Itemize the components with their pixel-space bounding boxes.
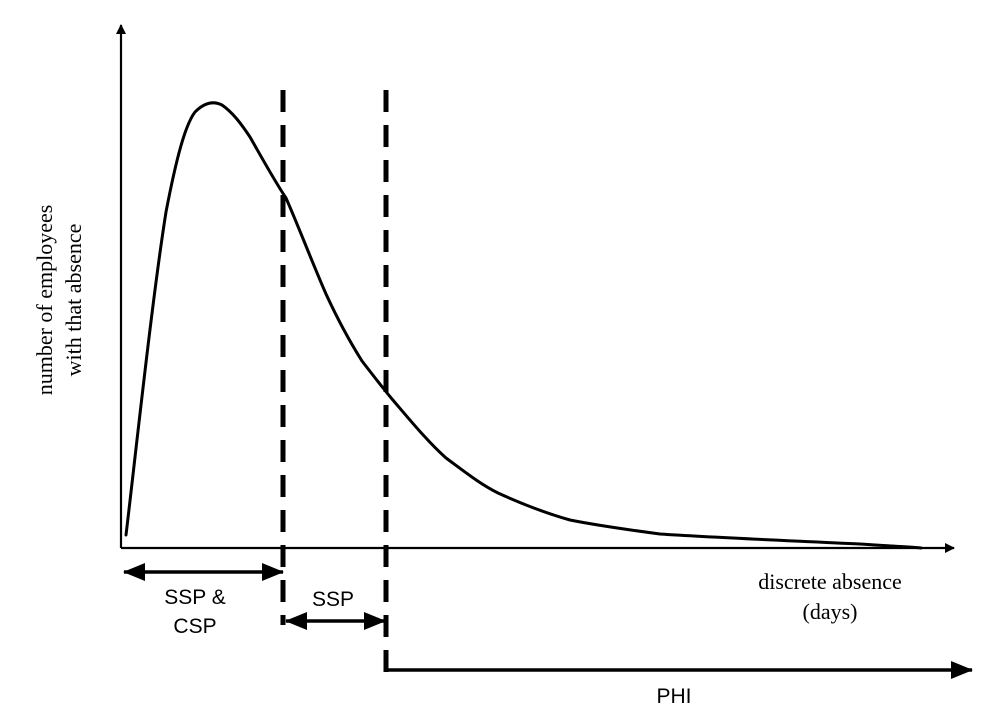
x-axis-label-line1: discrete absence [758,569,902,594]
phi-label: PHI [656,685,691,708]
ssp-csp-label-line2: CSP [173,615,216,638]
ssp-csp-label-line1: SSP & [164,586,225,609]
y-axis-label-line1: number of employees [32,205,57,396]
x-axis-label-line2: (days) [803,599,858,624]
y-axis-label-line2: with that absence [61,224,86,377]
absence-distribution-curve [124,101,923,550]
ssp-label: SSP [312,588,354,611]
